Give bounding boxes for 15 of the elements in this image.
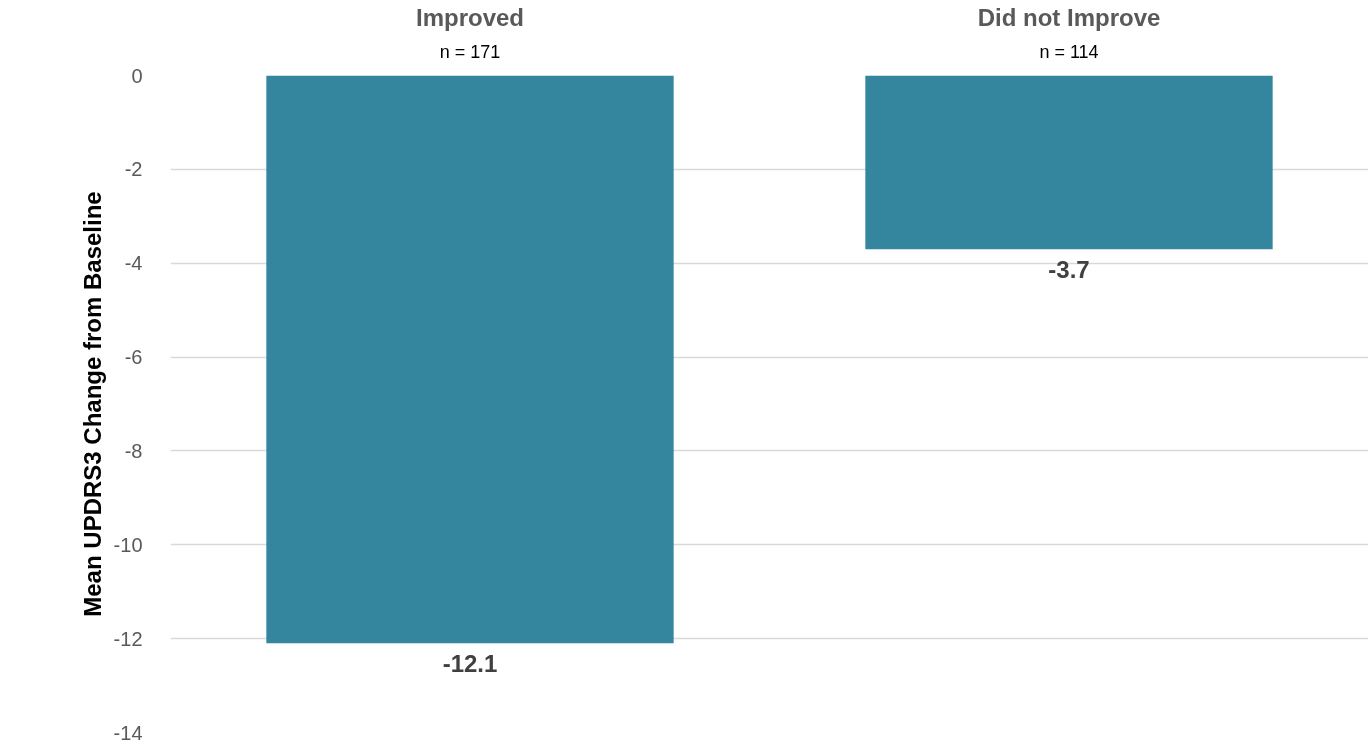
x-tick-label: Improved xyxy=(415,3,525,31)
text: n = 171 xyxy=(439,41,501,62)
text: n = 114 xyxy=(1039,41,1099,62)
data-label: -3.7 xyxy=(1048,256,1090,284)
x-tick-label: Did not Improve xyxy=(977,3,1161,31)
y-tick-label: -4 xyxy=(124,252,143,275)
y-axis-title: Mean UPDRS3 Change from Baseline xyxy=(78,191,106,617)
y-tick-label: -10 xyxy=(113,533,143,556)
y-tick-label: -14 xyxy=(113,721,143,744)
y-tick-label: -8 xyxy=(124,439,143,462)
y-tick-label: -2 xyxy=(124,158,143,181)
data-label: -12.1 xyxy=(442,650,498,678)
y-tick-label: -12 xyxy=(113,627,143,650)
y-tick-label: -6 xyxy=(124,346,143,369)
y-tick-label: 0 xyxy=(131,64,143,87)
